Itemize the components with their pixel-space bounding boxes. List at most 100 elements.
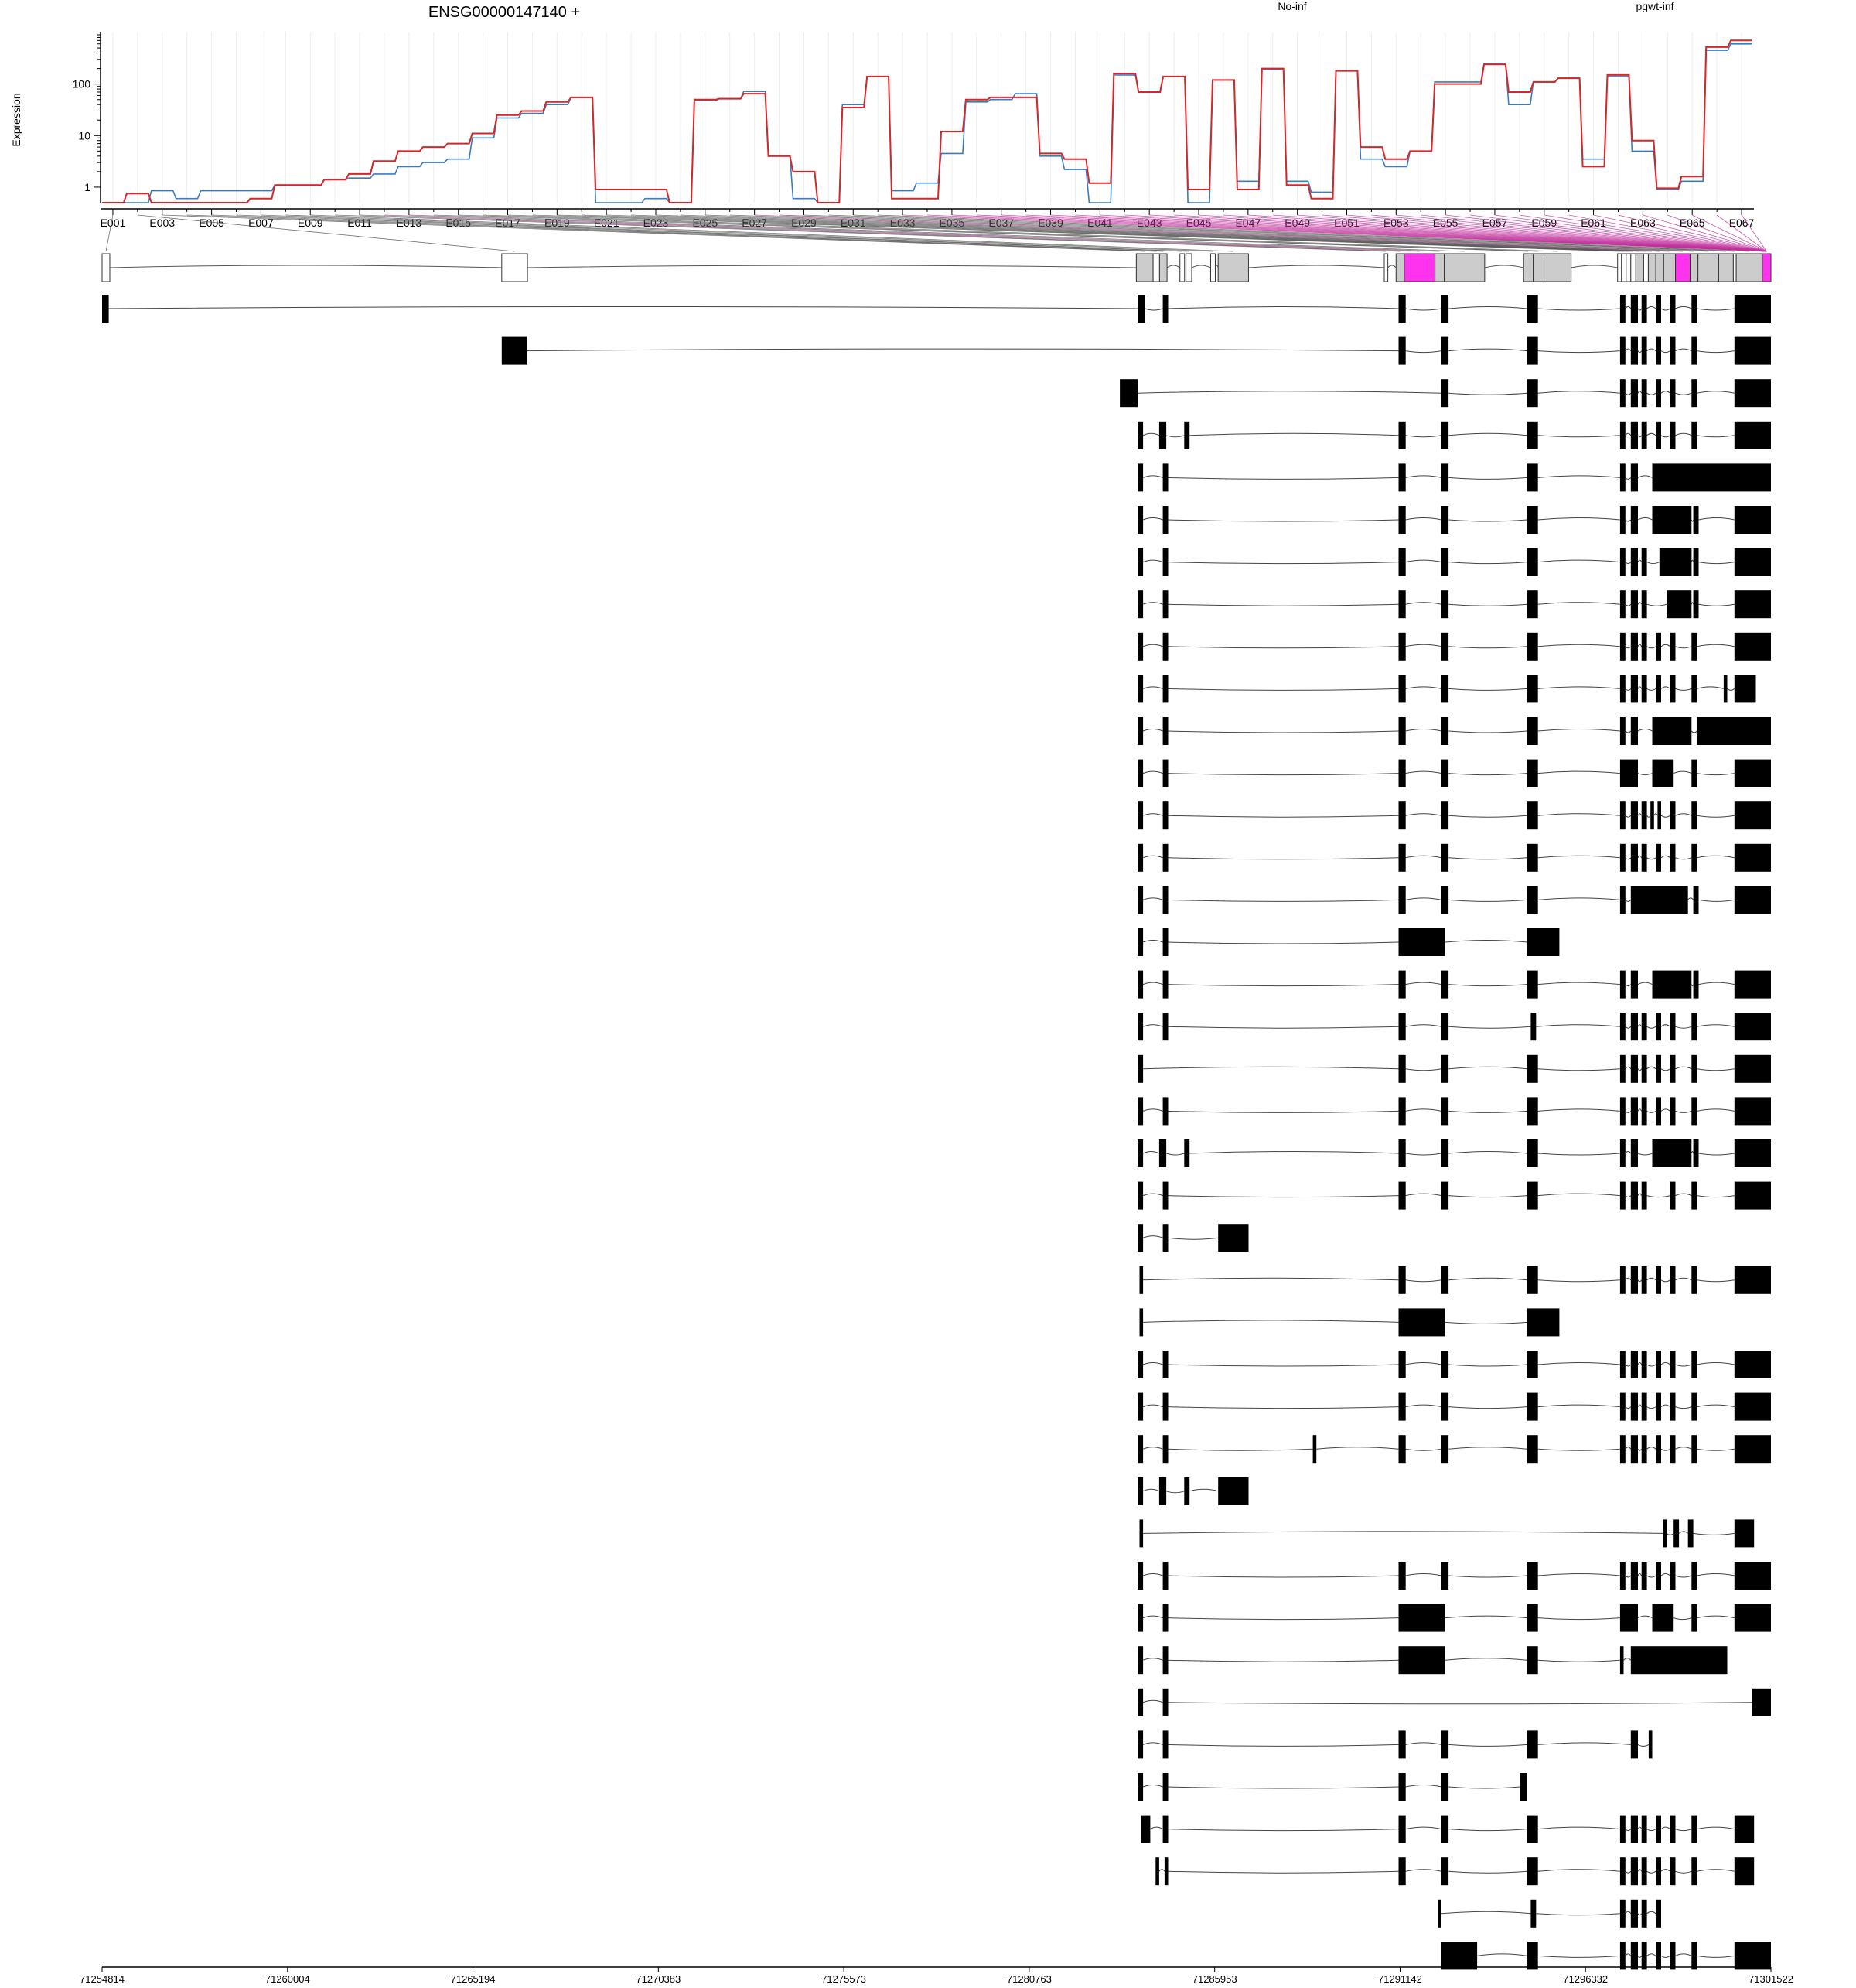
transcript-exon — [1656, 1351, 1661, 1378]
transcript-exon — [1630, 548, 1638, 576]
transcript-intron — [1697, 773, 1735, 776]
transcript-intron — [1537, 1826, 1620, 1830]
transcript-intron — [1168, 1026, 1399, 1029]
gene-model-exon — [1630, 253, 1636, 282]
transcript-exon — [1752, 1688, 1771, 1716]
transcript-intron — [1142, 940, 1163, 943]
transcript-intron — [1625, 1066, 1632, 1070]
transcript-exon — [1619, 759, 1638, 787]
transcript-exon — [102, 295, 109, 323]
transcript-exon — [1441, 1562, 1449, 1590]
transcript-intron — [1537, 1108, 1620, 1112]
transcript-exon — [1641, 1351, 1647, 1378]
transcript-intron — [1168, 1448, 1313, 1451]
transcript-exon — [1630, 1139, 1638, 1167]
connector-line — [507, 214, 1558, 252]
transcript-exon — [1652, 1604, 1674, 1632]
transcript-exon — [1630, 1181, 1638, 1210]
transcript-exon — [1162, 1688, 1169, 1716]
transcript-intron — [1143, 1531, 1663, 1534]
transcript-intron — [1637, 982, 1653, 985]
transcript-exon — [1619, 843, 1626, 872]
transcript-intron — [1405, 1742, 1442, 1745]
transcript-intron — [1143, 1066, 1399, 1070]
transcript-exon — [1630, 463, 1638, 492]
transcript-exon — [1691, 1351, 1697, 1378]
transcript-exon — [1619, 1942, 1626, 1970]
transcript-exon — [1162, 1392, 1169, 1421]
transcript-intron — [1637, 1108, 1643, 1112]
transcript-row — [1138, 1013, 1771, 1041]
transcript-exon — [1641, 1435, 1647, 1464]
transcript-intron — [1660, 1826, 1670, 1829]
transcript-exon — [1670, 843, 1676, 872]
transcript-exon — [1670, 675, 1676, 703]
transcript-intron — [1142, 1699, 1163, 1703]
transcript-intron — [1441, 1911, 1531, 1915]
transcript-exon — [1398, 759, 1406, 787]
transcript-intron — [1660, 1108, 1670, 1112]
transcript-row — [1138, 1773, 1527, 1801]
transcript-exon — [1441, 970, 1449, 999]
transcript-intron — [1405, 770, 1442, 774]
transcript-exon — [1691, 336, 1697, 365]
transcript-intron — [1405, 1404, 1442, 1408]
transcript-row — [1138, 1181, 1771, 1210]
transcript-exon — [501, 336, 527, 365]
transcript-exon — [1138, 1139, 1144, 1167]
transcript-intron — [1537, 1869, 1620, 1872]
transcript-exon — [1619, 1562, 1626, 1590]
transcript-intron — [1697, 1024, 1735, 1027]
series-line — [102, 39, 1752, 203]
transcript-exon — [1656, 1097, 1661, 1126]
transcript-intron — [1537, 686, 1620, 689]
transcript-intron — [1625, 646, 1632, 649]
transcript-exon — [1138, 801, 1144, 830]
intron-line — [1484, 265, 1524, 268]
transcript-intron — [1646, 1447, 1656, 1450]
transcript-exon — [1398, 1435, 1406, 1464]
intron-line — [527, 265, 1137, 268]
transcript-exon — [1734, 1942, 1771, 1970]
transcript-intron — [1675, 857, 1692, 860]
transcript-exon — [1527, 379, 1538, 408]
connector-line — [1346, 214, 1767, 252]
transcript-exon — [1630, 1054, 1638, 1083]
transcript-exon — [1527, 1646, 1538, 1675]
transcript-intron — [1697, 855, 1735, 859]
transcript-exon — [1441, 1181, 1449, 1210]
transcript-exon — [1441, 421, 1449, 449]
transcript-exon — [1398, 463, 1406, 492]
transcript-intron — [1697, 391, 1735, 394]
transcript-exon — [1670, 1013, 1676, 1041]
gene-model-exon — [501, 253, 528, 282]
transcript-exon — [1656, 1899, 1661, 1928]
transcript-intron — [1405, 1153, 1441, 1156]
transcript-intron — [1445, 1615, 1527, 1619]
transcript-intron — [1448, 899, 1527, 902]
connector-line — [606, 214, 1634, 252]
transcript-exon — [1162, 1730, 1169, 1759]
connector-line — [1445, 214, 1767, 252]
connector-line — [803, 214, 1709, 252]
transcript-exon — [1138, 1604, 1144, 1632]
transcript-intron — [1637, 855, 1643, 859]
grid-lines — [112, 32, 1742, 203]
connector-line — [408, 214, 1440, 252]
transcript-intron — [1448, 815, 1527, 818]
connector-line — [1297, 214, 1767, 252]
transcript-exon — [1691, 1097, 1697, 1126]
transcript-exon — [1641, 1054, 1647, 1083]
transcript-exon — [1162, 928, 1169, 956]
transcript-intron — [1537, 1573, 1620, 1576]
transcript-exon — [1630, 1013, 1638, 1041]
transcript-intron — [1537, 729, 1620, 732]
gene-model-exon — [1186, 253, 1192, 282]
transcript-intron — [1637, 1279, 1643, 1283]
transcript-intron — [1675, 813, 1692, 816]
transcript-row — [1141, 1815, 1755, 1843]
transcript-exon — [1138, 1054, 1144, 1083]
transcript-exon — [1398, 1730, 1406, 1759]
transcript-intron — [1646, 646, 1656, 649]
transcript-intron — [1142, 1742, 1163, 1745]
